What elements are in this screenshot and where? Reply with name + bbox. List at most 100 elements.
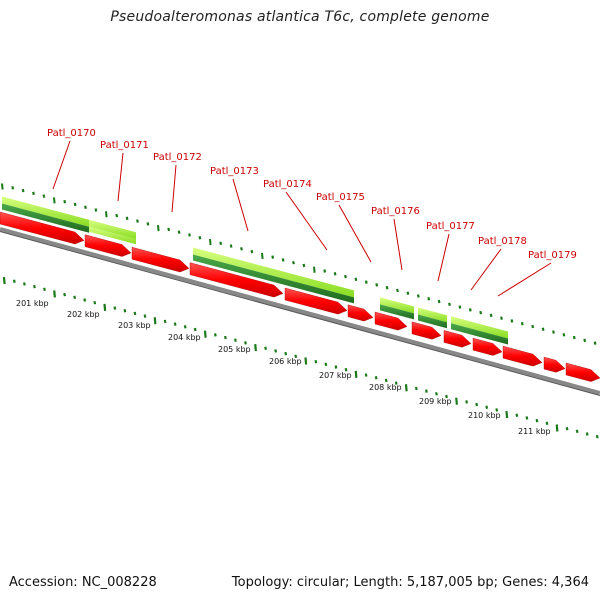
ruler-tick bbox=[23, 282, 26, 286]
ruler-tick bbox=[455, 397, 458, 405]
ruler-tick bbox=[292, 260, 295, 265]
gene-band-light bbox=[193, 247, 354, 298]
kbp-label: 205 kbp bbox=[218, 345, 251, 354]
ruler-tick bbox=[510, 319, 514, 323]
ruler-tick bbox=[115, 213, 119, 218]
ruler-tick bbox=[575, 429, 579, 434]
genome-summary-text: Topology: circular; Length: 5,187,005 bp… bbox=[231, 575, 589, 590]
ruler-tick bbox=[53, 197, 56, 204]
ruler-tick bbox=[500, 316, 503, 320]
ruler-tick bbox=[274, 349, 278, 353]
label-leader-line bbox=[393, 218, 403, 271]
cds-arrow bbox=[284, 287, 348, 315]
ruler-tick bbox=[63, 199, 67, 204]
ruler-tick bbox=[435, 392, 438, 396]
ruler-tick bbox=[1, 183, 4, 190]
ruler-tick bbox=[541, 327, 545, 331]
ruler-tick bbox=[505, 410, 509, 419]
gene-band-light bbox=[451, 316, 508, 339]
cds-arrow bbox=[443, 330, 472, 348]
gene-label: Patl_0177 bbox=[426, 221, 475, 232]
ruler-tick bbox=[213, 333, 217, 337]
ruler-tick bbox=[333, 272, 337, 276]
ruler-tick bbox=[163, 319, 167, 324]
ruler-tick bbox=[531, 324, 535, 329]
gene-band-dark bbox=[2, 203, 89, 233]
gene-track bbox=[2, 196, 508, 345]
ruler-tick bbox=[173, 322, 177, 326]
ruler-tick bbox=[2, 276, 6, 285]
kbp-label: 207 kbp bbox=[319, 371, 352, 380]
label-leader-line bbox=[338, 204, 372, 263]
ruler-tick bbox=[284, 351, 288, 356]
inner-ruler bbox=[2, 276, 599, 439]
ruler-tick bbox=[520, 322, 524, 326]
cds-arrow bbox=[0, 211, 85, 245]
kbp-label: 202 kbp bbox=[67, 310, 100, 319]
ruler-tick bbox=[123, 309, 127, 313]
cds-arrow bbox=[411, 321, 442, 340]
ruler-tick bbox=[271, 255, 275, 259]
ruler-tick bbox=[394, 381, 398, 385]
cds-track bbox=[0, 211, 600, 382]
ruler-tick bbox=[302, 263, 306, 268]
ruler-tick bbox=[21, 188, 25, 193]
ruler-tick bbox=[354, 370, 358, 378]
ruler-tick bbox=[188, 233, 191, 237]
gene-band-light bbox=[89, 219, 136, 240]
ruler-tick bbox=[552, 330, 555, 334]
ruler-tick bbox=[12, 279, 16, 283]
ruler-tick bbox=[323, 269, 327, 273]
ruler-tick bbox=[572, 335, 576, 340]
gene-label: Patl_0178 bbox=[478, 236, 527, 247]
ruler-tick bbox=[475, 402, 479, 407]
ruler-tick bbox=[73, 202, 77, 207]
ruler-tick bbox=[562, 333, 566, 337]
ruler-tick bbox=[136, 219, 139, 223]
ruler-tick bbox=[105, 211, 108, 218]
ruler-tick bbox=[495, 408, 499, 412]
gene-label: Patl_0170 bbox=[47, 128, 96, 139]
ruler-tick bbox=[414, 386, 418, 391]
gene-label: Patl_0172 bbox=[153, 152, 202, 163]
label-leader-line bbox=[232, 178, 249, 232]
gene-band-light bbox=[2, 196, 89, 227]
ruler-tick bbox=[294, 354, 298, 359]
cds-arrow bbox=[502, 345, 543, 367]
backbone bbox=[0, 227, 600, 397]
kbp-label: 206 kbp bbox=[269, 357, 302, 366]
ruler-tick bbox=[281, 258, 285, 262]
ruler-tick bbox=[406, 291, 410, 295]
ruler-tick bbox=[468, 308, 472, 312]
ruler-tick bbox=[595, 434, 599, 439]
ruler-tick bbox=[250, 249, 254, 254]
ruler-tick bbox=[374, 376, 378, 380]
ruler-tick bbox=[489, 313, 493, 318]
cds-arrow bbox=[347, 304, 374, 322]
gene-label: Patl_0173 bbox=[210, 166, 259, 177]
ruler-tick bbox=[11, 186, 15, 190]
ruler-tick bbox=[93, 300, 97, 305]
ruler-tick bbox=[84, 205, 87, 209]
ruler-tick bbox=[193, 327, 197, 332]
kbp-label: 208 kbp bbox=[369, 383, 402, 392]
gene-band-light bbox=[418, 307, 447, 323]
ruler-tick bbox=[425, 389, 428, 393]
kbp-label: 203 kbp bbox=[118, 321, 151, 330]
ruler-tick bbox=[515, 413, 519, 417]
ruler-tick bbox=[33, 284, 36, 289]
label-leader-line bbox=[470, 248, 502, 291]
ruler-tick bbox=[219, 241, 223, 245]
ruler-tick bbox=[313, 266, 316, 273]
ruler-tick bbox=[445, 394, 448, 399]
ruler-tick bbox=[229, 244, 233, 248]
ruler-tick bbox=[133, 311, 137, 316]
ruler-tick bbox=[240, 247, 243, 251]
cds-arrow bbox=[472, 337, 503, 356]
ruler-tick bbox=[43, 287, 46, 292]
backbone-edge bbox=[0, 231, 600, 397]
ruler-tick bbox=[264, 346, 267, 350]
gene-label: Patl_0175 bbox=[316, 192, 365, 203]
gene-band-light bbox=[380, 297, 414, 314]
cds-arrow bbox=[374, 311, 408, 331]
